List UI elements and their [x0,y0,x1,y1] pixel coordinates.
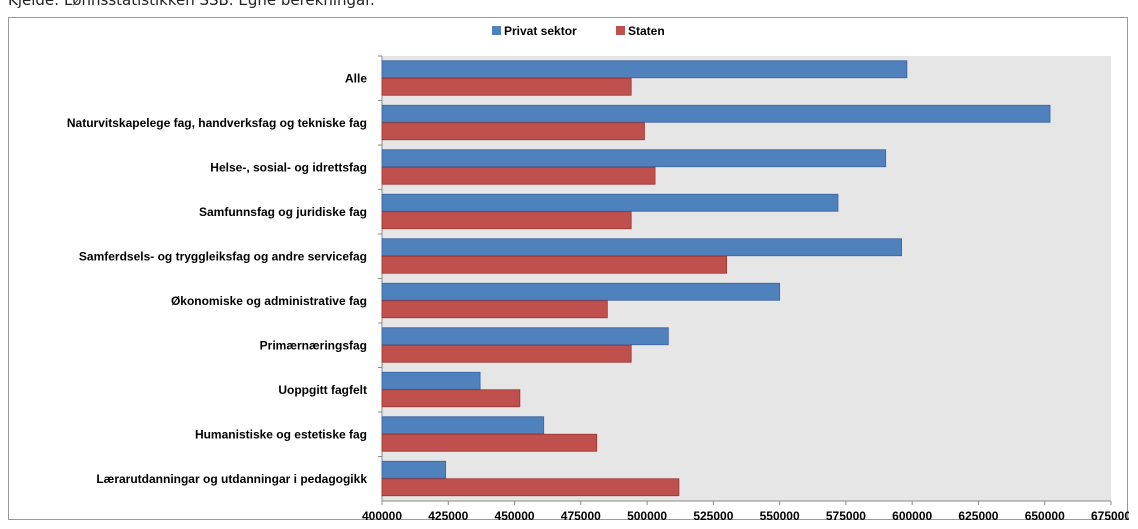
x-tick-label: 600000 [892,509,932,521]
bar-privat-sektor [381,371,481,390]
x-tick-label: 650000 [1025,509,1065,521]
category-label: Naturvitskapelege fag, handverksfag og t… [67,116,367,130]
source-caption: Kjelde: Lønnsstatistikken SSB. Egne bere… [8,0,375,9]
bar-staten [381,211,632,230]
bar-privat-sektor [381,104,1051,123]
bar-chart: 400000 425000 450000 475000 500000 525000 5500… [67,24,1129,521]
bar-staten [381,77,632,96]
bar-privat-sektor [381,238,902,257]
x-tick-label: 575000 [826,509,866,521]
x-tick-label: 525000 [693,509,733,521]
x-tick-label: 500000 [627,509,667,521]
legend-swatch [492,26,501,35]
bar-staten [381,300,608,319]
bar-privat-sektor [381,149,887,168]
x-tick-label: 625000 [958,509,998,521]
category-label: Helse-, sosial- og idrettsfag [210,160,367,174]
legend-label: Staten [628,24,665,38]
bar-staten [381,166,656,185]
category-label: Lærarutdanningar og utdanningar i pedago… [96,472,367,486]
x-tick-label: 475000 [561,509,601,521]
x-tick-label: 425000 [428,509,468,521]
category-label: Samferdsels- og tryggleiksfag og andre s… [79,249,367,263]
bar-privat-sektor [381,193,839,212]
bar-staten [381,478,680,497]
legend-swatch [616,26,625,35]
legend-label: Privat sektor [504,24,577,38]
category-label: Humanistiske og estetiske fag [195,427,367,441]
bar-staten [381,255,728,274]
category-label: Uoppgitt fagfelt [278,383,367,397]
x-tick-label: 400000 [362,509,402,521]
bar-staten [381,389,521,408]
category-label: Økonomiske og administrative fag [171,294,367,308]
bar-staten [381,344,632,363]
x-tick-label: 450000 [495,509,535,521]
category-label: Alle [345,71,367,85]
bar-privat-sektor [381,327,669,346]
category-label: Primærnæringsfag [260,338,367,352]
bar-privat-sektor [381,460,447,479]
bar-privat-sektor [381,416,545,435]
x-tick-label: 675000 [1091,509,1129,521]
bar-staten [381,122,645,141]
x-tick-label: 550000 [760,509,800,521]
bar-privat-sektor [381,282,781,301]
bar-staten [381,433,598,452]
category-label: Samfunnsfag og juridiske fag [199,205,367,219]
chart-frame: 400000 425000 450000 475000 500000 525000 5500… [8,17,1129,521]
bar-privat-sektor [381,60,908,79]
